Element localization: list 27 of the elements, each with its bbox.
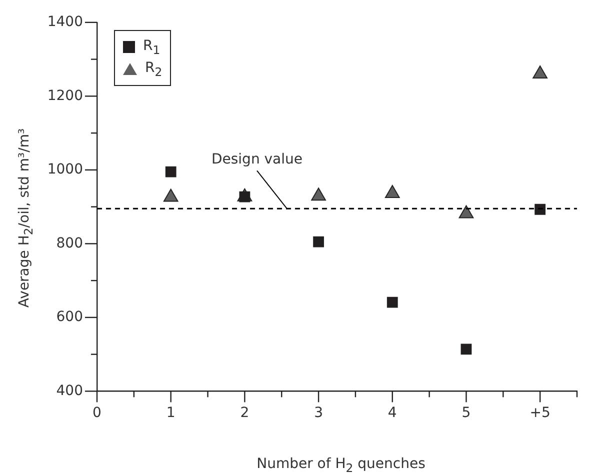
legend-label: R$_{2}$ [145,60,162,78]
x-tick-label: 1 [166,405,176,422]
point [534,204,546,215]
point [163,188,178,202]
x-axis-title: Number of H$_{2}$ quenches [256,456,426,475]
y-tick-label: 1200 [47,88,83,104]
x-tick-label: 4 [388,405,397,422]
x-tick-label: +5 [530,405,550,422]
legend-label: R$_{1}$ [143,38,160,56]
y-tick-label: 1000 [47,162,83,178]
point [384,185,400,198]
point [532,66,548,79]
point [165,166,176,178]
point [313,236,324,248]
y-tick-label: 600 [56,309,83,326]
point [460,344,472,355]
y-tick-label: 800 [56,235,83,252]
point [311,188,326,201]
x-tick-label: 5 [462,405,471,422]
ref-line-label: Design value [211,151,303,168]
x-tick-label: 0 [92,405,102,422]
x-tick-label: 2 [240,405,250,422]
y-tick-label: 1400 [47,14,83,30]
x-tick-label: 3 [314,405,323,422]
y-tick-label: 400 [56,382,83,399]
point [458,205,474,218]
point [386,296,398,308]
